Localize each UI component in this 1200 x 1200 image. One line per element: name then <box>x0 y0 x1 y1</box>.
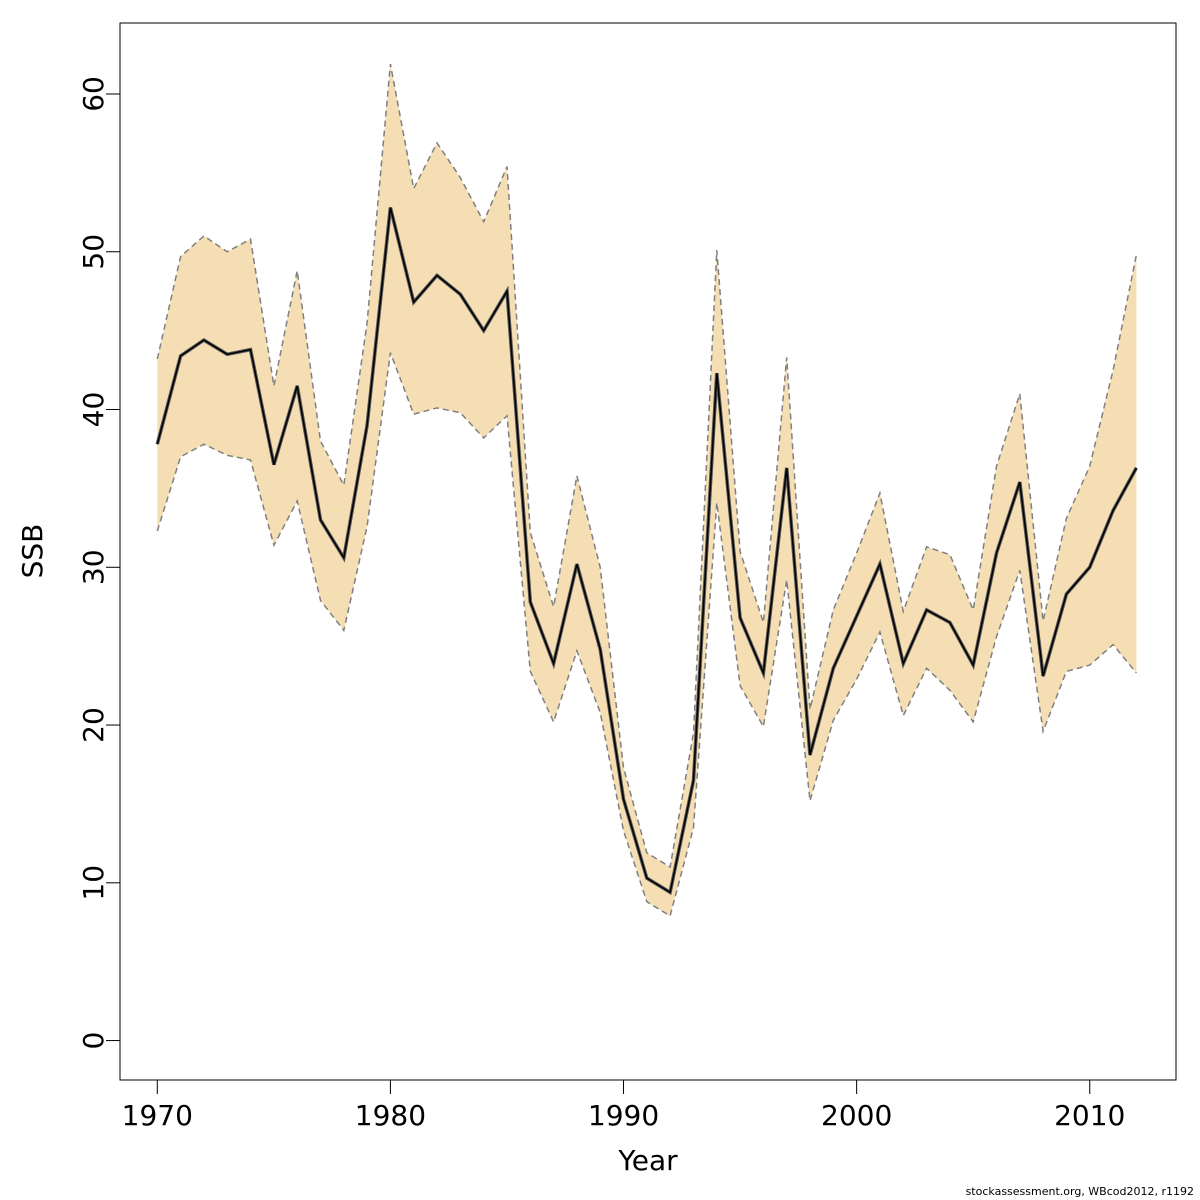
upper-bound-line <box>156 63 1138 869</box>
y-axis-title: SSB <box>16 524 49 579</box>
x-axis: 1970 1980 1990 2000 2010 <box>122 1079 1125 1132</box>
x-axis-title: Year <box>617 1144 678 1177</box>
x-tick-label: 2000 <box>821 1099 892 1132</box>
lower-bound-line <box>156 352 1137 918</box>
x-tick-label: 1980 <box>355 1099 426 1132</box>
ssb-line <box>156 207 1138 894</box>
x-tick-label: 1990 <box>588 1099 659 1132</box>
y-tick-label: 40 <box>77 392 110 428</box>
x-tick-label: 2010 <box>1054 1099 1125 1132</box>
confidence-band <box>157 64 1137 916</box>
y-tick-label: 60 <box>77 76 110 112</box>
plot-area <box>155 63 1138 918</box>
x-tick-label: 1970 <box>122 1099 193 1132</box>
y-axis: 0 10 20 30 40 50 60 <box>77 76 121 1050</box>
y-tick-label: 30 <box>77 549 110 585</box>
y-tick-label: 50 <box>77 234 110 270</box>
y-tick-label: 0 <box>77 1032 110 1050</box>
footer-credit: stockassessment.org, WBcod2012, r1192 <box>965 1185 1194 1198</box>
y-tick-label: 20 <box>77 707 110 743</box>
y-tick-label: 10 <box>77 865 110 901</box>
